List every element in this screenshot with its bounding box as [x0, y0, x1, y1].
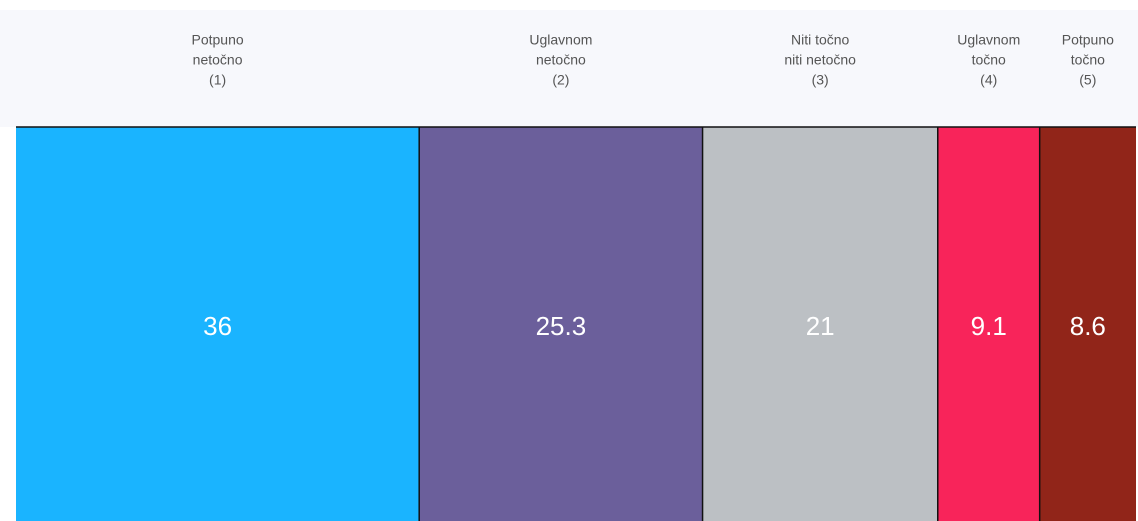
category-label: Niti točno	[791, 32, 850, 48]
bar-segment	[1039, 127, 1136, 521]
bar-segment	[419, 127, 703, 521]
value-label: 21	[806, 311, 835, 341]
category-label: Uglavnom	[957, 32, 1020, 48]
category-label: (3)	[812, 72, 829, 88]
category-label: (4)	[980, 72, 997, 88]
category-label: (5)	[1079, 72, 1096, 88]
bar-segment	[16, 127, 420, 521]
value-label: 8.6	[1070, 311, 1106, 341]
category-label: (1)	[209, 72, 226, 88]
value-label: 36	[203, 311, 232, 341]
category-label: niti netočno	[784, 52, 856, 68]
category-label: Uglavnom	[529, 32, 592, 48]
category-label: netočno	[193, 52, 243, 68]
bar-segment	[702, 127, 938, 521]
value-label: 9.1	[971, 311, 1007, 341]
category-label: netočno	[536, 52, 586, 68]
category-label: Potpuno	[1062, 32, 1114, 48]
bar-segment	[937, 127, 1040, 521]
category-label: točno	[1071, 52, 1105, 68]
category-label: Potpuno	[192, 32, 244, 48]
header-background	[0, 10, 1138, 127]
value-label: 25.3	[536, 311, 587, 341]
category-label: točno	[972, 52, 1006, 68]
category-label: (2)	[552, 72, 569, 88]
